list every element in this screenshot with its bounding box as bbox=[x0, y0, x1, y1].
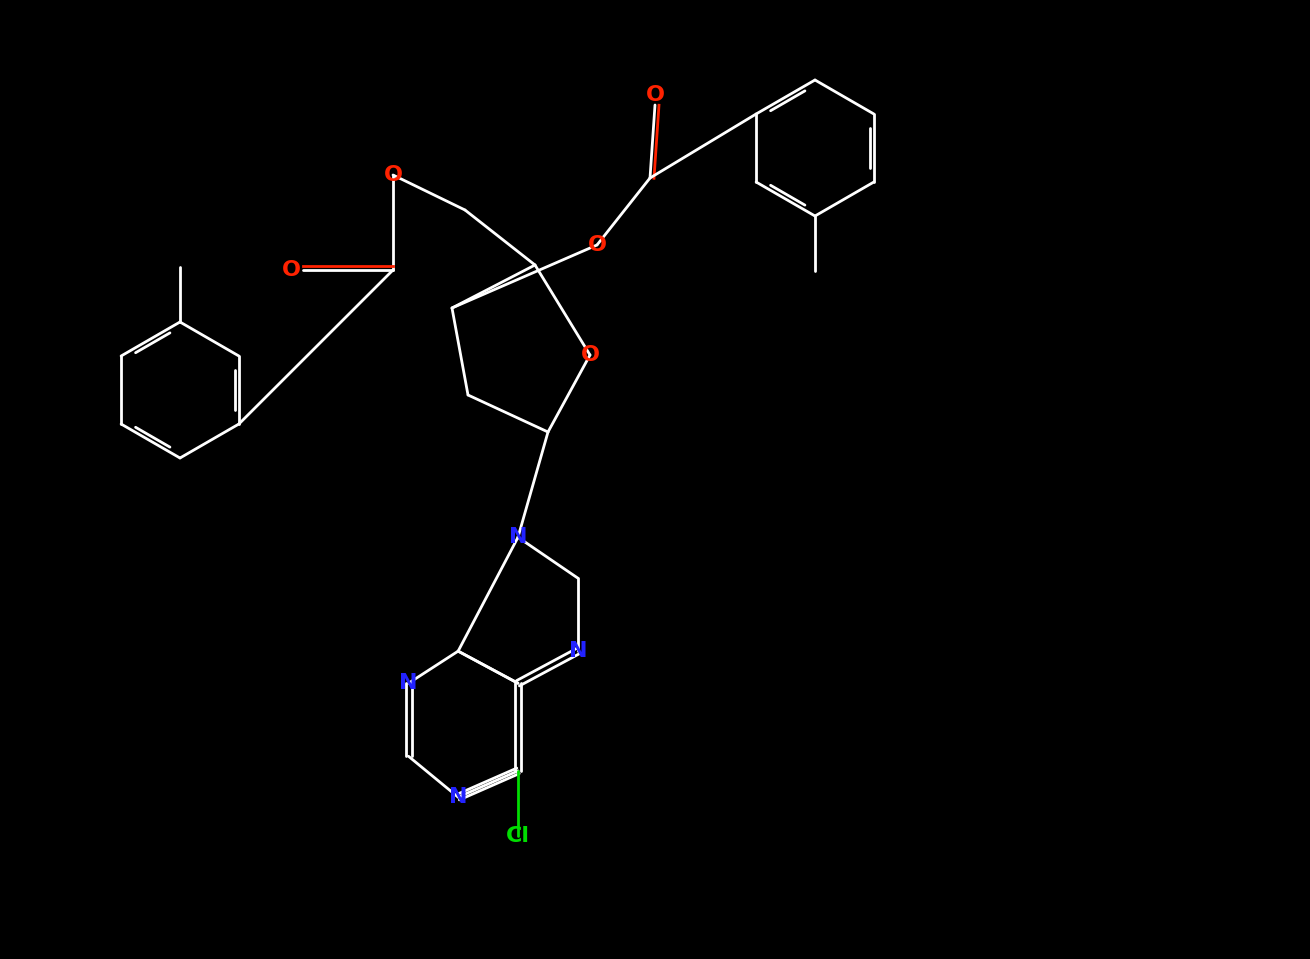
Text: N: N bbox=[449, 787, 468, 807]
Text: O: O bbox=[646, 85, 664, 105]
Text: Cl: Cl bbox=[506, 826, 531, 846]
Text: N: N bbox=[400, 673, 418, 693]
Text: O: O bbox=[580, 345, 600, 365]
Text: O: O bbox=[384, 165, 402, 185]
Text: N: N bbox=[508, 527, 527, 548]
Text: O: O bbox=[282, 260, 300, 280]
Text: N: N bbox=[569, 642, 587, 661]
Text: O: O bbox=[587, 235, 607, 255]
